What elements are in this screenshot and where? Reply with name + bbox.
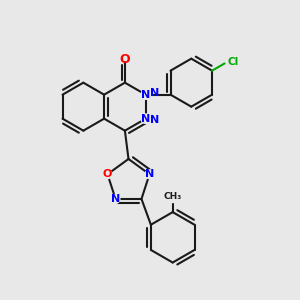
Circle shape: [167, 190, 179, 202]
Circle shape: [103, 170, 112, 178]
Text: N: N: [111, 194, 120, 204]
Circle shape: [145, 170, 154, 178]
Circle shape: [141, 90, 150, 99]
Text: Cl: Cl: [227, 57, 239, 67]
Text: O: O: [120, 53, 130, 66]
Text: N: N: [150, 115, 159, 125]
Text: CH₃: CH₃: [164, 192, 182, 201]
Circle shape: [141, 114, 150, 123]
Text: O: O: [103, 169, 112, 179]
Text: N: N: [145, 169, 154, 179]
Text: N: N: [150, 88, 159, 98]
Text: N: N: [141, 90, 150, 100]
Text: N: N: [141, 114, 150, 124]
Circle shape: [111, 195, 120, 203]
